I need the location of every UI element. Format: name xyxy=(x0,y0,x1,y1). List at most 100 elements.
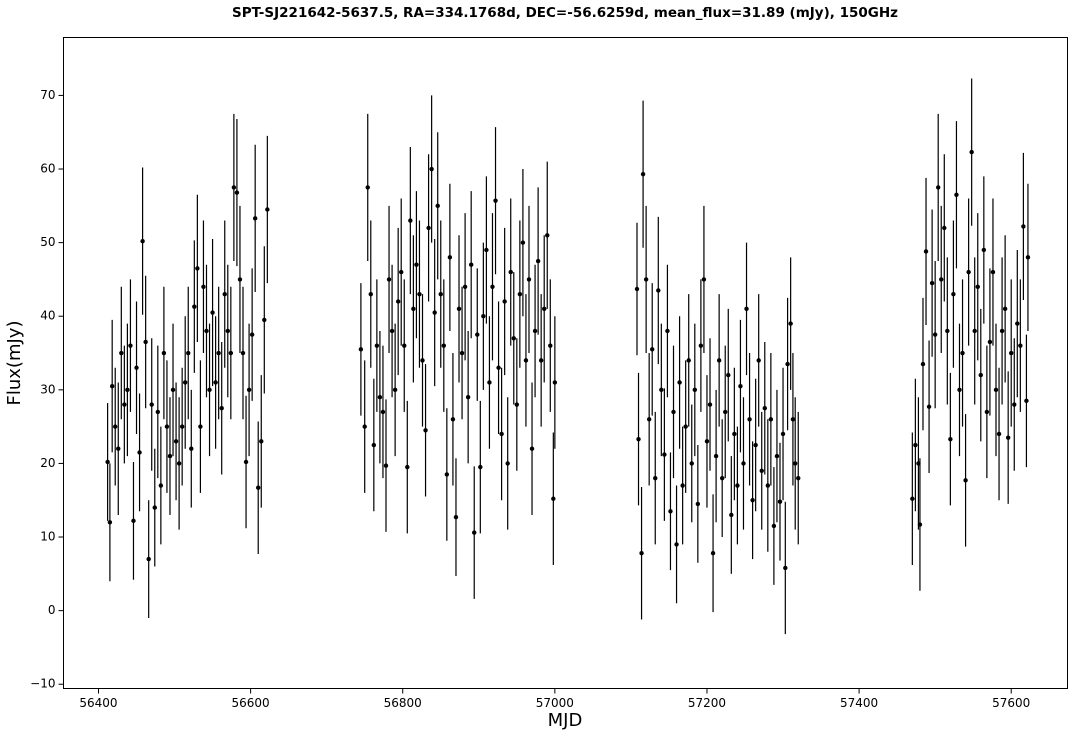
data-point xyxy=(484,247,489,253)
y-tick-label: 30 xyxy=(40,382,55,396)
data-point xyxy=(395,299,401,304)
data-point xyxy=(1015,321,1020,326)
data-point xyxy=(155,409,161,415)
data-point xyxy=(969,149,974,155)
data-point xyxy=(222,291,227,297)
data-point xyxy=(125,387,130,393)
data-point xyxy=(468,262,474,267)
data-point xyxy=(164,424,170,429)
x-tick-label: 56400 xyxy=(79,696,117,710)
data-point xyxy=(219,406,224,411)
data-point xyxy=(738,383,743,389)
data-point xyxy=(636,436,641,442)
data-point xyxy=(256,485,261,490)
data-point xyxy=(719,475,725,481)
data-point xyxy=(472,530,477,535)
data-point xyxy=(1024,398,1029,404)
data-point xyxy=(680,483,685,488)
data-point xyxy=(948,436,953,442)
data-point xyxy=(386,277,392,282)
data-point xyxy=(777,499,783,504)
data-point xyxy=(167,453,173,459)
y-axis-label: Flux(mJy) xyxy=(4,321,25,406)
chart-title: SPT-SJ221642-5637.5, RA=334.1768d, DEC=-… xyxy=(232,5,898,21)
data-point xyxy=(490,284,495,289)
data-point xyxy=(459,350,465,356)
data-point xyxy=(365,185,370,190)
data-point xyxy=(362,424,367,429)
data-point xyxy=(716,358,722,363)
data-point xyxy=(551,496,556,501)
data-point xyxy=(659,387,664,393)
data-point xyxy=(783,565,788,571)
data-point xyxy=(674,542,679,547)
data-point xyxy=(762,406,767,411)
data-point xyxy=(432,310,437,315)
data-point xyxy=(358,347,364,352)
data-point xyxy=(423,428,428,433)
data-point xyxy=(262,317,267,323)
data-point xyxy=(487,380,492,385)
data-point xyxy=(526,277,532,282)
y-tick-label: −10 xyxy=(30,677,55,691)
data-point xyxy=(729,512,734,518)
data-point xyxy=(399,269,404,275)
data-point xyxy=(105,459,110,465)
data-point xyxy=(954,192,959,197)
x-tick-label: 57400 xyxy=(840,696,878,710)
data-point xyxy=(119,350,124,356)
data-point xyxy=(186,350,191,356)
data-point xyxy=(945,328,950,334)
data-point xyxy=(204,328,209,334)
data-point xyxy=(750,498,755,503)
data-point xyxy=(249,332,255,337)
data-point xyxy=(456,306,462,312)
data-point xyxy=(122,402,127,407)
data-point xyxy=(225,328,230,334)
data-point xyxy=(128,343,133,348)
data-point xyxy=(1025,255,1031,260)
data-point xyxy=(176,461,182,466)
data-point xyxy=(785,361,790,367)
x-tick-label: 56800 xyxy=(384,696,422,710)
data-point xyxy=(978,372,983,378)
data-point xyxy=(478,464,483,470)
data-point xyxy=(951,291,956,297)
data-point xyxy=(538,358,544,363)
data-point xyxy=(662,452,667,457)
data-point xyxy=(392,387,398,393)
data-point xyxy=(368,291,373,297)
data-point xyxy=(408,218,413,223)
data-point xyxy=(450,417,456,422)
data-point xyxy=(963,478,968,483)
data-point xyxy=(996,431,1002,437)
data-point xyxy=(520,240,526,245)
data-point xyxy=(441,343,447,348)
data-point xyxy=(499,431,504,437)
data-point xyxy=(643,277,649,282)
data-point xyxy=(420,358,425,363)
data-point xyxy=(134,365,139,370)
data-point xyxy=(957,387,962,393)
data-point xyxy=(747,417,752,422)
plot-frame xyxy=(63,37,1068,689)
data-point xyxy=(698,343,704,348)
data-point xyxy=(790,417,796,422)
data-point xyxy=(508,269,513,275)
data-point xyxy=(710,551,716,556)
data-point xyxy=(689,461,694,466)
data-point xyxy=(417,291,422,297)
data-point xyxy=(993,387,999,393)
data-point xyxy=(475,332,480,337)
x-tick-label: 57200 xyxy=(688,696,726,710)
data-point xyxy=(966,269,971,275)
data-point xyxy=(429,166,434,172)
data-point xyxy=(389,328,395,334)
data-point xyxy=(411,306,416,312)
data-point xyxy=(999,328,1005,334)
data-point xyxy=(158,483,164,488)
data-point xyxy=(671,409,676,415)
data-point xyxy=(796,475,801,481)
data-point xyxy=(189,446,194,451)
data-point xyxy=(517,291,523,297)
